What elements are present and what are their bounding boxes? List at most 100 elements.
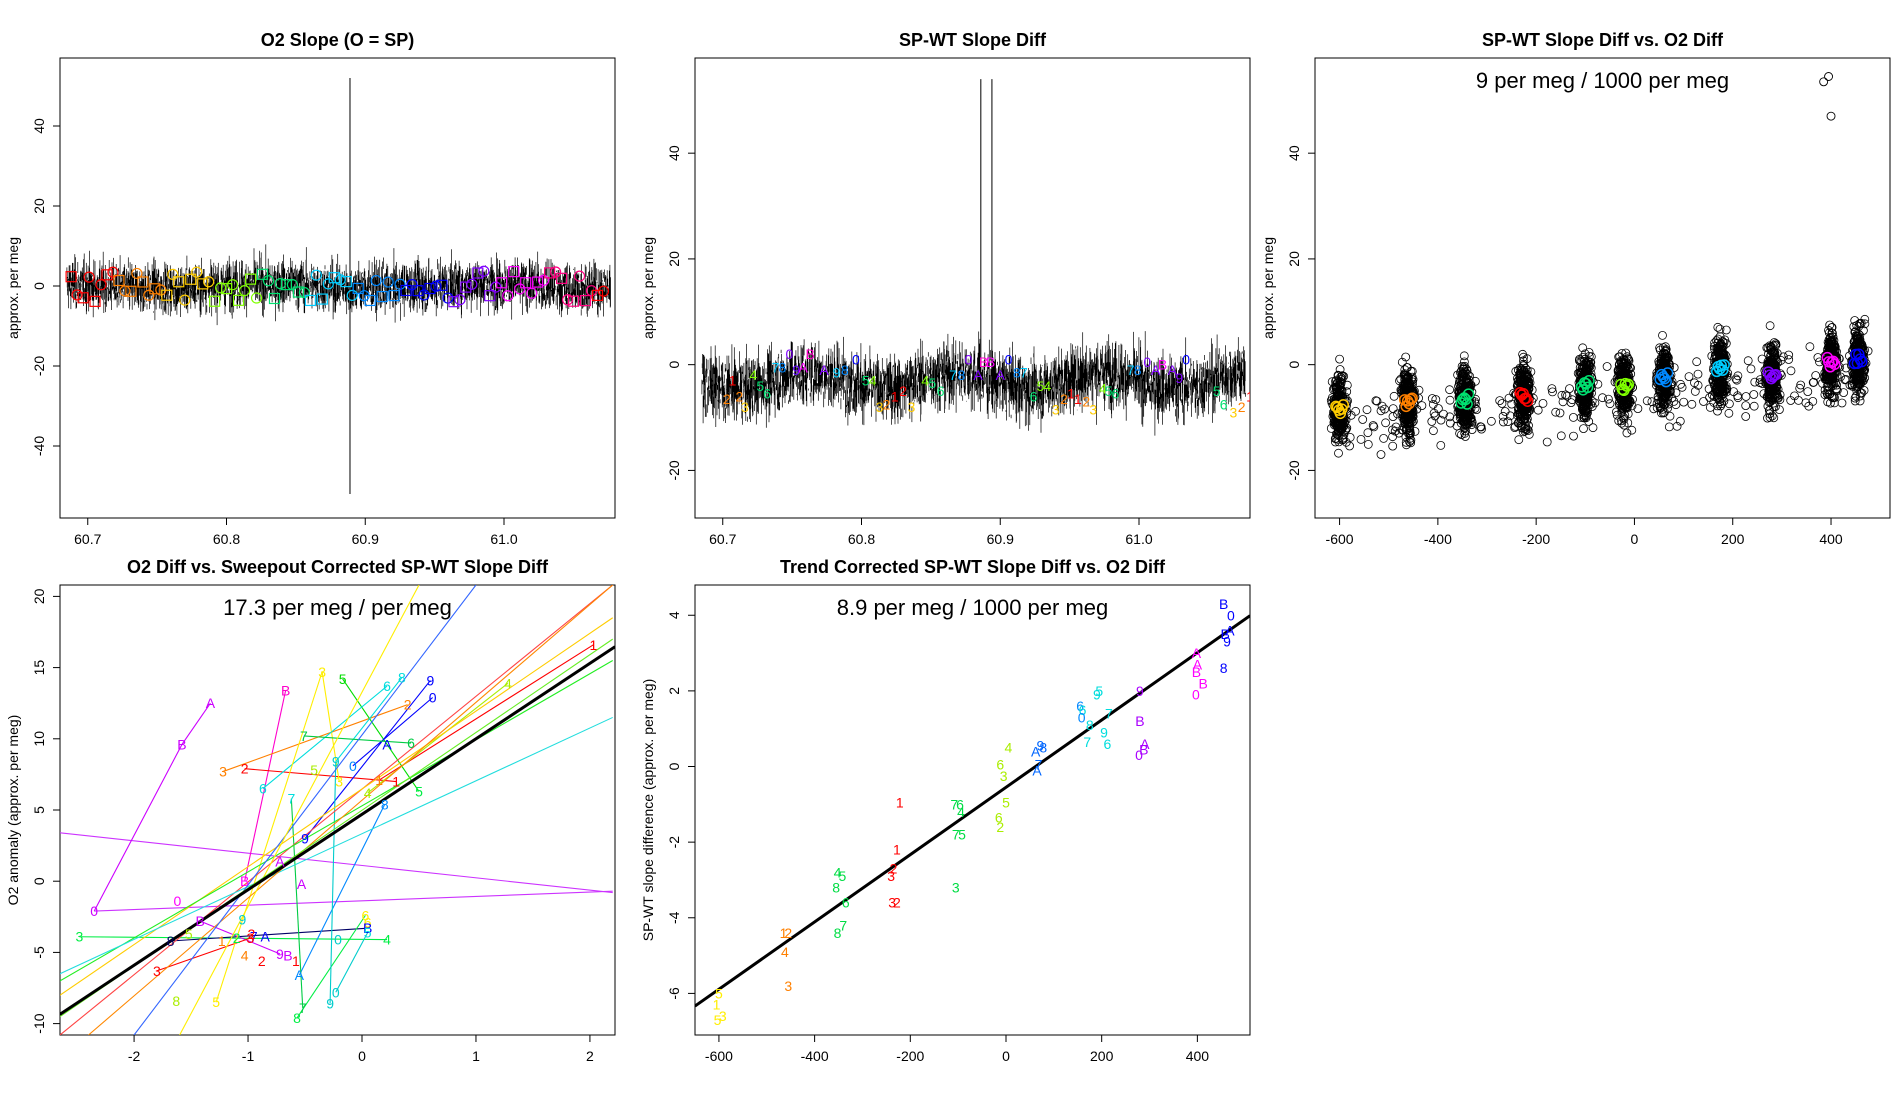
scatter-point: [1832, 384, 1841, 394]
scatter-point: [1856, 372, 1865, 382]
scatter-point: [1434, 404, 1443, 413]
scatter-point: [1412, 404, 1422, 414]
scatter-point: [1852, 321, 1862, 330]
scatter-point: [1579, 410, 1589, 420]
series-marker: [460, 281, 472, 293]
series-marker: [137, 276, 149, 288]
cluster-marker: [1661, 367, 1674, 379]
series-marker: [340, 276, 352, 288]
point-label: A: [297, 876, 307, 892]
scatter-point: [1505, 411, 1515, 421]
point-label: 9: [332, 754, 340, 770]
point-label: 2: [1238, 399, 1246, 415]
point-label: 8: [381, 796, 389, 812]
scatter-point: [1860, 314, 1870, 324]
point-label: 2: [404, 697, 412, 713]
scatter-point: [1337, 423, 1346, 433]
point-label: 6: [1030, 388, 1038, 404]
point-label: 7: [772, 359, 780, 375]
scatter-point: [1825, 320, 1835, 330]
scatter-point: [1510, 421, 1520, 431]
point-label: 7: [287, 791, 295, 807]
scatter-point: [1628, 394, 1637, 404]
scatter-point: [1795, 383, 1805, 393]
scatter-point: [1403, 363, 1412, 372]
scatter-point: [1586, 352, 1596, 362]
scatter-point: [1771, 339, 1781, 349]
scatter-point: [1472, 405, 1481, 415]
point-label: 6: [937, 383, 945, 399]
scatter-point: [1584, 347, 1594, 357]
scatter-point: [1690, 386, 1700, 396]
scatter-point: [1395, 376, 1404, 386]
point-label: 6: [362, 907, 370, 923]
series-marker: [262, 275, 275, 287]
scatter-point: [1661, 381, 1671, 391]
scatter-point: [1705, 402, 1715, 412]
series-marker: [544, 267, 556, 279]
scatter-point: [1617, 416, 1626, 426]
scatter-point: [1850, 393, 1860, 403]
scatter-point: [1516, 408, 1526, 418]
point-label: 1: [218, 933, 226, 949]
scatter-point: [1847, 380, 1857, 390]
point-label: 4: [383, 932, 391, 948]
scatter-point: [1764, 405, 1774, 415]
scatter-point: [1389, 391, 1399, 401]
scatter-point: [1713, 406, 1722, 416]
point-label: 5: [862, 373, 870, 389]
scatter-point: [1593, 379, 1603, 389]
connector-line: [60, 659, 613, 982]
point-label: 8: [167, 933, 175, 949]
point-label: 0: [349, 758, 357, 774]
point-label: 7: [950, 796, 958, 812]
scatter-point: [1460, 361, 1470, 371]
point-label: 2: [893, 895, 901, 911]
scatter-point: [1555, 408, 1565, 418]
y-tick-label: 0: [1286, 361, 1302, 369]
series-marker: [244, 273, 257, 285]
series-trace: [701, 331, 1246, 436]
series-marker: [71, 289, 83, 301]
scatter-point: [1377, 401, 1387, 411]
series-marker: [388, 289, 400, 302]
fit-line: [695, 614, 1250, 1008]
scatter-point: [1818, 378, 1827, 388]
point-label: 4: [834, 864, 842, 880]
point-label: 4: [504, 675, 512, 691]
scatter-point: [1859, 367, 1869, 377]
point-label: 5: [838, 868, 846, 884]
scatter-point: [1811, 371, 1821, 380]
point-label: 9: [1223, 634, 1231, 650]
chart-title: SP-WT Slope Diff vs. O2 Diff: [1482, 30, 1724, 50]
y-tick-label: -5: [31, 946, 47, 959]
series-marker: [472, 267, 484, 279]
series-marker: [227, 279, 239, 291]
series-marker: [221, 282, 233, 295]
scatter-point: [1388, 404, 1398, 414]
scatter-point: [1466, 413, 1475, 423]
series-marker: [119, 285, 131, 297]
point-label: 4: [1099, 380, 1107, 396]
cluster-marker: [1769, 368, 1782, 381]
scatter-point: [1515, 363, 1525, 373]
series-marker: [573, 270, 586, 282]
connector-line: [335, 677, 403, 762]
scatter-point: [1455, 413, 1465, 423]
series-marker: [466, 278, 478, 290]
scatter-point: [1841, 374, 1851, 384]
series-marker: [364, 294, 376, 307]
point-label: B: [240, 873, 249, 889]
point-label: 0: [1143, 354, 1151, 370]
scatter-point: [1733, 371, 1743, 381]
scatter-point: [1809, 377, 1819, 387]
connector-line: [179, 585, 420, 1035]
scatter-point: [1741, 401, 1751, 411]
y-axis-label: approx. per meg: [5, 237, 21, 339]
scatter-point: [1642, 396, 1652, 406]
scatter-point: [1860, 319, 1870, 329]
scatter-point: [1841, 363, 1851, 373]
scatter-point: [1391, 422, 1401, 432]
scatter-point: [1429, 408, 1439, 418]
